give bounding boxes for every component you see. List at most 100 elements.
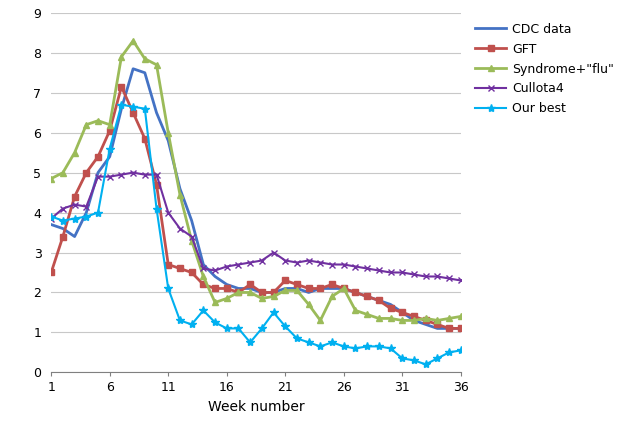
GFT [340, 286, 348, 291]
CDC data [387, 302, 394, 307]
CDC data [59, 226, 67, 231]
GFT [246, 282, 254, 287]
GFT [351, 290, 359, 295]
CDC data [305, 290, 312, 295]
GFT [399, 310, 406, 315]
Our best [141, 106, 148, 111]
Cullota4 [188, 234, 195, 239]
Syndrome+"flu" [118, 54, 125, 59]
Our best [153, 206, 161, 211]
CDC data [235, 286, 243, 291]
Our best [83, 214, 90, 219]
GFT [118, 84, 125, 89]
GFT [387, 306, 394, 311]
CDC data [188, 218, 195, 223]
Syndrome+"flu" [153, 62, 161, 67]
Syndrome+"flu" [317, 318, 324, 323]
Cullota4 [47, 216, 55, 221]
Our best [410, 358, 418, 363]
Syndrome+"flu" [83, 122, 90, 127]
Syndrome+"flu" [328, 294, 336, 299]
Line: Our best: Our best [47, 101, 465, 369]
Cullota4 [375, 268, 383, 273]
Our best [340, 344, 348, 349]
CDC data [83, 210, 90, 215]
GFT [305, 286, 312, 291]
CDC data [129, 66, 137, 71]
CDC data [399, 310, 406, 315]
Syndrome+"flu" [211, 300, 219, 305]
Syndrome+"flu" [223, 296, 230, 301]
Our best [269, 310, 277, 315]
Cullota4 [364, 266, 371, 271]
Syndrome+"flu" [94, 118, 102, 123]
Cullota4 [317, 260, 324, 265]
CDC data [328, 286, 336, 291]
Our best [211, 320, 219, 325]
Our best [433, 356, 441, 361]
Syndrome+"flu" [141, 56, 148, 61]
Cullota4 [269, 250, 277, 255]
Our best [118, 102, 125, 107]
Syndrome+"flu" [375, 316, 383, 321]
Cullota4 [94, 174, 102, 179]
GFT [47, 270, 55, 275]
CDC data [118, 106, 125, 111]
GFT [59, 234, 67, 239]
Our best [387, 346, 394, 351]
Our best [282, 324, 289, 329]
Our best [71, 216, 79, 221]
Syndrome+"flu" [71, 150, 79, 155]
Syndrome+"flu" [305, 302, 312, 307]
Our best [328, 340, 336, 345]
Cullota4 [118, 172, 125, 177]
CDC data [246, 286, 254, 291]
Cullota4 [176, 226, 184, 231]
GFT [364, 294, 371, 299]
GFT [83, 170, 90, 175]
Cullota4 [305, 258, 312, 263]
GFT [269, 290, 277, 295]
Syndrome+"flu" [106, 122, 113, 127]
Cullota4 [293, 260, 301, 265]
CDC data [445, 326, 453, 331]
Syndrome+"flu" [399, 318, 406, 323]
Syndrome+"flu" [200, 274, 207, 279]
Our best [457, 348, 465, 353]
Cullota4 [200, 266, 207, 271]
Cullota4 [106, 174, 113, 179]
CDC data [422, 322, 429, 327]
Syndrome+"flu" [176, 192, 184, 197]
CDC data [410, 318, 418, 323]
GFT [188, 270, 195, 275]
Syndrome+"flu" [47, 176, 55, 181]
CDC data [94, 170, 102, 175]
GFT [141, 136, 148, 141]
Cullota4 [282, 258, 289, 263]
GFT [129, 110, 137, 115]
Cullota4 [211, 268, 219, 273]
Cullota4 [83, 204, 90, 209]
Line: Syndrome+"flu": Syndrome+"flu" [49, 38, 463, 323]
Line: GFT: GFT [49, 84, 463, 331]
Our best [200, 308, 207, 313]
CDC data [164, 138, 172, 143]
Syndrome+"flu" [282, 288, 289, 293]
CDC data [351, 290, 359, 295]
Cullota4 [351, 264, 359, 269]
GFT [211, 286, 219, 291]
CDC data [211, 274, 219, 279]
X-axis label: Week number: Week number [208, 400, 304, 414]
Cullota4 [164, 210, 172, 215]
GFT [422, 318, 429, 323]
Cullota4 [433, 274, 441, 279]
Syndrome+"flu" [235, 290, 243, 295]
Legend: CDC data, GFT, Syndrome+"flu", Cullota4, Our best: CDC data, GFT, Syndrome+"flu", Cullota4,… [471, 19, 618, 119]
Our best [246, 340, 254, 345]
Our best [223, 326, 230, 331]
GFT [445, 326, 453, 331]
Our best [422, 362, 429, 367]
GFT [200, 282, 207, 287]
CDC data [340, 286, 348, 291]
GFT [176, 266, 184, 271]
